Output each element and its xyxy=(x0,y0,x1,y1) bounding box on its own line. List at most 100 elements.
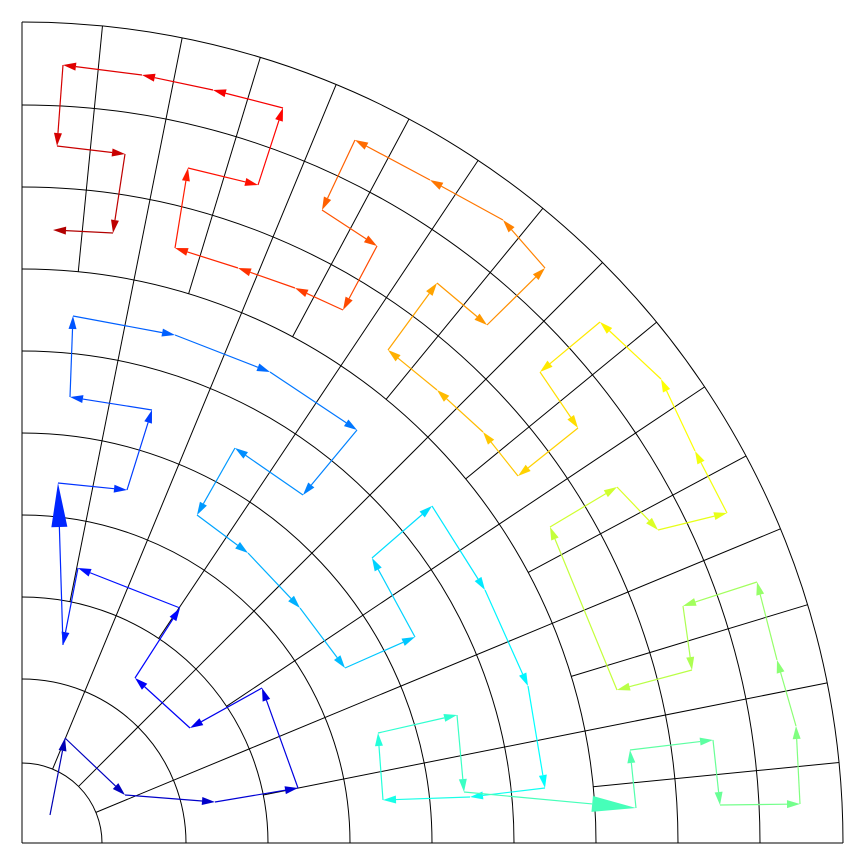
arrow-head xyxy=(503,220,515,233)
arrow-shaft xyxy=(327,139,356,199)
arrow-head xyxy=(284,786,298,795)
arrow-head xyxy=(201,797,215,805)
arrow-shaft xyxy=(49,750,64,816)
arrow-path xyxy=(49,62,801,816)
arrow-shaft xyxy=(306,292,344,311)
mesh-radial xyxy=(465,321,657,480)
arrow-head xyxy=(388,350,401,362)
arrow-head xyxy=(244,178,258,186)
arrow-head xyxy=(161,328,175,337)
arrow-head xyxy=(474,576,485,590)
arrow-head xyxy=(256,363,270,372)
arrow-head xyxy=(714,791,723,805)
arrow-shaft xyxy=(321,209,367,240)
arrow-head xyxy=(474,313,487,325)
arrow-shaft xyxy=(387,293,430,351)
arrow-shaft xyxy=(187,251,239,269)
arrow-head xyxy=(68,316,77,330)
arrow-shaft xyxy=(348,245,378,299)
arrow-shaft xyxy=(269,371,347,424)
arrow-shaft xyxy=(796,738,801,805)
mesh-radial xyxy=(385,208,544,400)
arrow-head xyxy=(372,558,382,572)
arrow-shaft xyxy=(69,328,74,398)
arrow-shaft xyxy=(666,390,696,452)
arrow-shaft xyxy=(759,594,778,661)
arrow-shaft xyxy=(446,398,484,433)
mesh-radial xyxy=(571,604,808,677)
mesh-radial xyxy=(292,118,410,338)
arrow-head xyxy=(519,672,528,686)
mesh-radial xyxy=(188,57,261,294)
arrow-shaft xyxy=(225,92,284,109)
arrow-shaft xyxy=(629,740,701,751)
arrow-shaft xyxy=(431,505,479,580)
mesh-radial xyxy=(552,528,781,624)
mesh-radial xyxy=(226,523,500,707)
arrow-head xyxy=(532,268,545,280)
arrow-shaft xyxy=(377,569,416,638)
arrow-shaft xyxy=(549,321,601,365)
arrow-head xyxy=(591,795,636,812)
arrow-head xyxy=(538,774,547,788)
mesh-radial xyxy=(78,668,197,787)
arrow-head xyxy=(144,410,152,424)
mesh-radial xyxy=(195,436,429,670)
arrow-head xyxy=(238,268,252,277)
mesh-radial xyxy=(115,312,243,616)
mesh-radial xyxy=(69,279,135,602)
mesh-radial xyxy=(340,160,479,367)
arrow-head xyxy=(197,501,207,515)
arrow-head xyxy=(430,180,444,190)
arrow-head xyxy=(550,527,559,541)
arrow-shaft xyxy=(397,357,438,391)
arrow-shaft xyxy=(72,315,163,334)
arrow-head xyxy=(51,483,68,528)
arrow-shaft xyxy=(539,371,572,418)
arrow-head xyxy=(58,738,67,752)
arrow-head xyxy=(646,517,658,530)
arrow-head xyxy=(322,196,332,210)
arrow-head xyxy=(699,737,713,746)
arrow-head xyxy=(383,795,397,804)
arrow-head xyxy=(617,682,631,691)
arrow-shaft xyxy=(250,271,296,289)
arrow-shaft xyxy=(64,567,79,633)
arrow-shaft xyxy=(712,739,720,793)
arrow-head xyxy=(142,73,156,82)
arrow-head xyxy=(713,512,727,520)
arrow-head xyxy=(401,637,415,646)
arrow-shaft xyxy=(490,441,519,477)
mesh-radial xyxy=(249,622,553,750)
arrow-shaft xyxy=(202,447,236,504)
arrow-head xyxy=(334,655,345,668)
arrow-shaft xyxy=(56,145,113,154)
arrow-head xyxy=(792,726,801,740)
arrow-shaft xyxy=(310,429,358,486)
arrow-head xyxy=(426,283,437,296)
arrow-head xyxy=(355,140,369,150)
arrow-shaft xyxy=(245,454,304,496)
arrow-shaft xyxy=(174,334,259,368)
arrow-shaft xyxy=(700,462,728,514)
arrow-shaft xyxy=(257,120,280,186)
mesh-radial xyxy=(263,730,586,796)
arrow-shaft xyxy=(463,791,593,805)
arrow-shaft xyxy=(780,672,797,727)
mesh-arc xyxy=(21,762,103,844)
arrow-head xyxy=(112,783,125,795)
arrow-head xyxy=(600,322,613,334)
arrow-head xyxy=(443,713,457,722)
arrow-head xyxy=(567,414,578,428)
arrow-head xyxy=(540,360,553,372)
arrow-shaft xyxy=(719,803,788,806)
arrow-head xyxy=(303,482,315,495)
arrow-shaft xyxy=(377,717,445,734)
arrow-shaft xyxy=(486,276,537,326)
arrow-shaft xyxy=(484,589,524,675)
arrow-head xyxy=(343,296,353,310)
arrow-head xyxy=(756,582,765,596)
arrow-shaft xyxy=(609,330,662,380)
arrow-shaft xyxy=(247,552,292,599)
arrow-head xyxy=(603,487,617,498)
